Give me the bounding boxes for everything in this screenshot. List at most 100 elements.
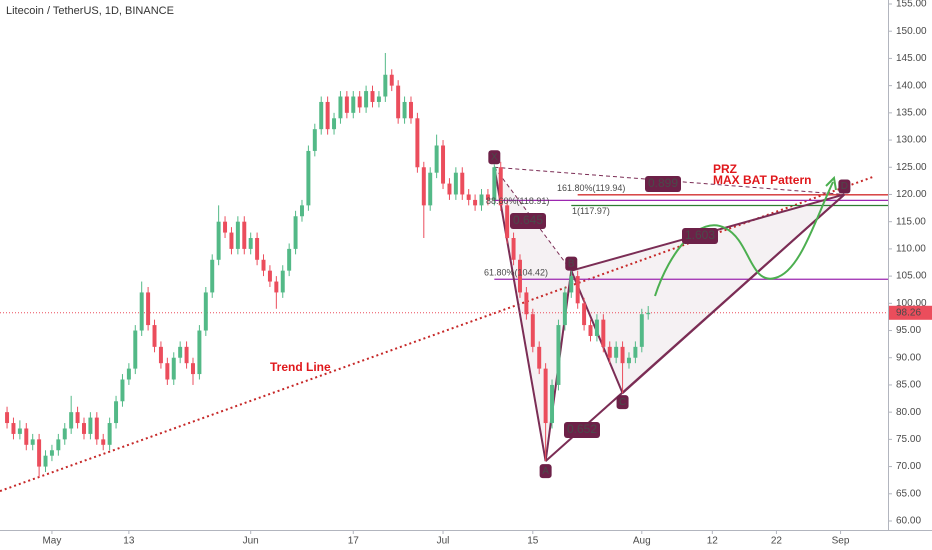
candle-body	[434, 145, 439, 173]
candle-body	[37, 439, 42, 467]
x-tick-label: 22	[771, 536, 783, 547]
candle-body	[82, 423, 86, 434]
y-tick-label: 155.00	[896, 0, 927, 10]
candle-body	[357, 96, 362, 108]
fib-label: 61.80%(104.42)	[484, 268, 548, 278]
candle-body	[460, 172, 465, 195]
candle-body	[120, 379, 125, 402]
candle-body	[62, 428, 67, 440]
candle-body	[49, 450, 54, 456]
candle-body	[550, 384, 555, 424]
y-tick-label: 145.00	[896, 53, 927, 64]
candle-body	[43, 455, 48, 467]
projection-arrowhead	[825, 175, 837, 191]
y-tick-label: 150.00	[896, 26, 927, 37]
candle-body	[389, 74, 394, 86]
candle-body	[280, 270, 285, 293]
annotation: MAX BAT Pattern	[713, 173, 811, 187]
y-tick-label: 130.00	[896, 135, 927, 146]
candle-body	[255, 238, 260, 260]
candle-body	[158, 346, 163, 364]
candle-body	[473, 199, 478, 206]
candle-body	[402, 101, 407, 119]
candle-body	[248, 238, 253, 249]
candle-body	[126, 368, 131, 380]
candle-body	[178, 346, 183, 358]
pattern-point-label: B	[568, 258, 575, 269]
pattern-point-label: X	[491, 152, 498, 163]
y-tick-label: 100.00	[896, 298, 927, 309]
fib-label: 1(117.97)	[572, 206, 610, 216]
candle-body	[517, 259, 522, 293]
candle-body	[383, 74, 388, 97]
candle-body	[229, 232, 234, 249]
candle-body	[441, 145, 446, 184]
y-tick-label: 65.00	[896, 488, 921, 499]
y-tick-label: 60.00	[896, 516, 921, 527]
trend-line-label: Trend Line	[270, 360, 331, 374]
candle-body	[312, 129, 317, 151]
candle-body	[287, 248, 292, 271]
candle-body	[601, 319, 606, 347]
ratio-label: 0.899	[648, 176, 678, 190]
y-tick-label: 80.00	[896, 407, 921, 418]
pattern-point-label: D	[841, 181, 848, 192]
pattern-point-box	[565, 256, 578, 271]
candle-body	[223, 221, 228, 233]
candle-body	[319, 101, 324, 130]
candle-body	[152, 325, 157, 347]
y-tick-label: 90.00	[896, 352, 921, 363]
ratio-label: 1.603	[685, 228, 715, 242]
candle-body	[588, 325, 593, 336]
ratio-box	[645, 176, 681, 192]
candle-body	[466, 194, 471, 200]
candle-body	[582, 303, 587, 326]
candle-body	[447, 183, 452, 195]
candle-body	[364, 91, 369, 108]
candle-body	[306, 150, 311, 206]
candle-body	[620, 346, 625, 364]
candle-body	[453, 172, 458, 195]
y-tick-label: 70.00	[896, 461, 921, 472]
pattern-point-label: C	[619, 397, 626, 408]
candle-body	[114, 401, 119, 424]
candle-body	[5, 412, 10, 424]
candle-body	[56, 439, 61, 451]
candle-body	[210, 259, 215, 293]
ratio-label: 0.652	[567, 422, 597, 436]
candle-body	[203, 292, 208, 331]
candle-body	[94, 417, 99, 440]
candle-body	[171, 357, 176, 380]
y-tick-label: 85.00	[896, 380, 921, 391]
fib-label: 88.60%(118.91)	[486, 196, 549, 206]
ratio-box	[510, 213, 546, 229]
candle-body	[75, 412, 80, 424]
candle-body	[575, 276, 580, 304]
pattern-point-box	[539, 464, 552, 479]
pattern-point-box	[838, 179, 851, 194]
candle-body	[299, 205, 304, 217]
candle-body	[197, 330, 202, 375]
candle-body	[242, 221, 247, 249]
y-tick-label: 135.00	[896, 107, 927, 118]
pattern-point-box	[616, 395, 629, 410]
candle-body	[139, 292, 144, 331]
candle-body	[421, 167, 426, 206]
candle-body	[594, 319, 599, 336]
x-tick-label: 13	[123, 536, 135, 547]
candle-body	[69, 412, 74, 429]
y-tick-label: 120.00	[896, 189, 927, 200]
candle-body	[30, 439, 35, 445]
y-tick-label: 115.00	[896, 216, 926, 227]
candle-body	[646, 312, 651, 315]
pattern-point-box	[488, 150, 501, 165]
candle-body	[408, 101, 413, 119]
candle-body	[133, 330, 138, 369]
candle-body	[24, 428, 29, 445]
candles-layer	[5, 52, 651, 478]
pattern-leg	[493, 167, 547, 462]
candle-body	[107, 423, 112, 445]
candle-body	[505, 205, 510, 239]
candle-body	[344, 96, 349, 113]
